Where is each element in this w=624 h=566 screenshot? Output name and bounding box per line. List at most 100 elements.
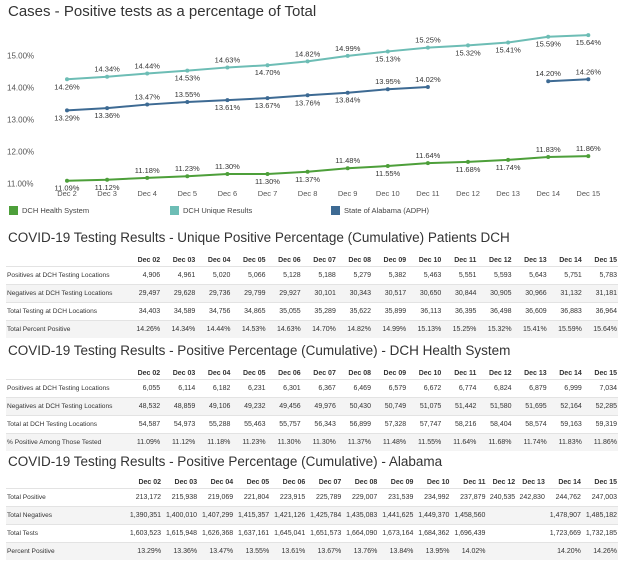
- row-label: Total at DCH Testing Locations: [6, 415, 126, 434]
- table-header-row: Dec 02 Dec 03 Dec 04 Dec 05 Dec 06 Dec 07 Dec …: [6, 254, 618, 267]
- data-label: 11.12%: [95, 183, 120, 192]
- column-header: Dec 04: [210, 478, 234, 486]
- data-point-state-of-alabama-adph[interactable]: [225, 98, 230, 103]
- data-point-dch-unique-results[interactable]: [225, 65, 230, 70]
- data-point-dch-unique-results[interactable]: [105, 74, 110, 79]
- table-title-dch-health-system: COVID-19 Testing Results - Positive Perc…: [8, 343, 511, 358]
- table-row: Total Testing at DCH Locations 34,403 34,5…: [6, 302, 618, 321]
- data-point-dch-unique-results[interactable]: [586, 33, 591, 38]
- data-point-dch-health-system[interactable]: [586, 154, 591, 159]
- data-point-dch-unique-results[interactable]: [546, 34, 551, 39]
- table-cell: 215,938: [162, 488, 199, 507]
- table-cell: 54,973: [161, 415, 197, 434]
- y-tick-label: 15.00%: [7, 52, 34, 61]
- data-point-dch-health-system[interactable]: [105, 177, 110, 182]
- table-cell: 1,407,299: [198, 506, 235, 525]
- table-cell: 223,915: [270, 488, 307, 507]
- data-point-state-of-alabama-adph[interactable]: [105, 106, 110, 111]
- table-cell: 15.41%: [512, 320, 548, 338]
- table-cell: 5,463: [407, 266, 443, 285]
- data-point-dch-health-system[interactable]: [65, 178, 69, 183]
- table-row: Negatives at DCH Testing Locations 29,497…: [6, 284, 618, 303]
- table-cell: 13.67%: [306, 542, 343, 560]
- legend-item-dch-unique-results[interactable]: DCH Unique Results: [170, 206, 252, 215]
- data-point-dch-unique-results[interactable]: [265, 63, 270, 68]
- table-cell: 5,382: [371, 266, 408, 285]
- column-header: Dec 10: [426, 478, 450, 486]
- data-point-dch-unique-results[interactable]: [506, 40, 511, 45]
- table-cell: 34,589: [161, 302, 197, 321]
- table-cell: 14.82%: [336, 320, 372, 338]
- data-point-dch-unique-results[interactable]: [185, 68, 190, 73]
- table-cell: 219,069: [198, 488, 235, 507]
- data-label: 15.25%: [415, 36, 441, 45]
- data-point-state-of-alabama-adph[interactable]: [305, 93, 310, 98]
- y-tick-label: 12.00%: [7, 148, 34, 157]
- table-cell: 1,696,439: [450, 524, 487, 543]
- data-point-state-of-alabama-adph[interactable]: [586, 77, 591, 82]
- data-point-state-of-alabama-adph[interactable]: [265, 96, 270, 101]
- legend-item-dch-health-system[interactable]: DCH Health System: [9, 206, 89, 215]
- legend-item-state-of-alabama[interactable]: State of Alabama (ADPH): [331, 206, 429, 215]
- x-tick-label: Dec 5: [178, 189, 198, 198]
- data-point-dch-unique-results[interactable]: [466, 43, 470, 48]
- table-cell: 48,532: [126, 397, 162, 416]
- legend-label: State of Alabama (ADPH): [344, 206, 430, 215]
- data-point-dch-unique-results[interactable]: [305, 59, 310, 64]
- legend-swatch: [331, 206, 340, 215]
- table-cell: 11.83%: [547, 433, 583, 451]
- table-cell: 50,430: [336, 397, 372, 416]
- table-cell: 13.84%: [378, 542, 415, 560]
- data-point-state-of-alabama-adph[interactable]: [145, 102, 150, 107]
- table-cell: 6,301: [266, 379, 302, 398]
- table-cell: 5,751: [547, 266, 583, 285]
- table-cell: 52,164: [547, 397, 583, 416]
- chart-legend: DCH Health System DCH Unique Results Sta…: [0, 206, 624, 220]
- data-point-dch-health-system[interactable]: [185, 174, 190, 179]
- data-point-dch-health-system[interactable]: [425, 161, 430, 166]
- data-point-state-of-alabama-adph[interactable]: [345, 90, 350, 95]
- data-label: 11.48%: [335, 156, 360, 165]
- table-cell: 1,615,948: [162, 524, 199, 543]
- data-label: 13.95%: [375, 77, 401, 86]
- table-cell: 6,114: [161, 379, 197, 398]
- table-cell: 4,906: [126, 266, 162, 285]
- data-point-state-of-alabama-adph[interactable]: [425, 84, 430, 89]
- column-header: Dec 12: [488, 369, 512, 377]
- data-point-dch-unique-results[interactable]: [145, 71, 150, 76]
- table-cell: 5,783: [582, 266, 618, 285]
- data-point-dch-health-system[interactable]: [145, 175, 150, 180]
- column-header: Dec 10: [418, 256, 442, 264]
- data-point-dch-health-system[interactable]: [385, 164, 390, 168]
- data-point-dch-health-system[interactable]: [546, 155, 551, 160]
- data-label: 13.36%: [94, 111, 120, 120]
- data-point-dch-health-system[interactable]: [305, 169, 310, 174]
- column-header: Dec 06: [282, 478, 306, 486]
- data-label: 13.47%: [134, 93, 160, 102]
- row-label: Total Tests: [6, 524, 126, 543]
- row-label: Negatives at DCH Testing Locations: [6, 397, 126, 416]
- data-point-dch-health-system[interactable]: [506, 157, 511, 162]
- table-cell: 1,626,368: [198, 524, 235, 543]
- data-point-state-of-alabama-adph[interactable]: [185, 100, 190, 104]
- column-header: Dec 02: [138, 478, 162, 486]
- data-point-dch-health-system[interactable]: [345, 166, 350, 171]
- data-point-state-of-alabama-adph[interactable]: [546, 79, 551, 84]
- data-point-dch-unique-results[interactable]: [385, 49, 390, 54]
- data-point-state-of-alabama-adph[interactable]: [65, 108, 69, 113]
- data-point-dch-unique-results[interactable]: [425, 45, 430, 50]
- data-point-dch-health-system[interactable]: [466, 159, 470, 164]
- data-point-dch-unique-results[interactable]: [345, 53, 350, 58]
- table-cell: 30,517: [371, 284, 408, 303]
- data-point-dch-unique-results[interactable]: [65, 77, 69, 82]
- series-line-dch-health-system: [66, 155, 589, 182]
- header-corner: [6, 254, 126, 267]
- table-cell: 1,390,351: [126, 506, 163, 525]
- data-point-state-of-alabama-adph[interactable]: [385, 87, 390, 92]
- data-point-dch-health-system[interactable]: [225, 172, 230, 176]
- data-label: 15.32%: [455, 48, 481, 57]
- data-label: 14.82%: [295, 49, 321, 58]
- data-point-dch-health-system[interactable]: [265, 172, 270, 176]
- row-label: Percent Positive: [6, 542, 126, 560]
- column-header: Dec 11: [463, 478, 486, 486]
